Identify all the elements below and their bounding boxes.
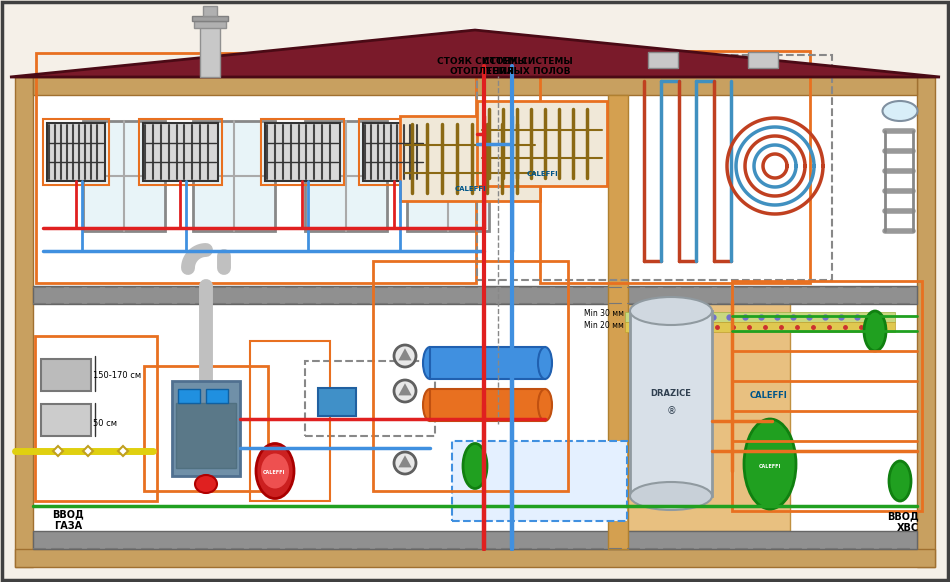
Bar [318,388,356,416]
Bar [305,361,435,436]
Bar [15,77,33,567]
Ellipse shape [463,443,487,488]
Bar [194,21,226,28]
Circle shape [394,345,416,367]
Bar [33,77,917,95]
Bar [540,51,810,283]
Polygon shape [398,384,411,395]
Bar [36,53,476,283]
Text: СТОЯК СИСТЕМЫ
ТЕПЛЫХ ПОЛОВ: СТОЯК СИСТЕМЫ ТЕПЛЫХ ПОЛОВ [484,56,573,76]
Text: ВВОД
ХВС: ВВОД ХВС [887,511,919,533]
Ellipse shape [538,389,552,421]
Polygon shape [33,28,917,77]
Bar [452,441,627,521]
Text: 150-170 см: 150-170 см [93,371,142,381]
Ellipse shape [864,311,886,351]
Bar [15,549,935,567]
Polygon shape [53,446,63,456]
Circle shape [394,380,416,402]
Bar [206,389,228,403]
Bar [407,121,489,231]
Bar [630,311,712,496]
Bar [192,16,228,21]
Bar [305,121,387,231]
Bar [917,77,935,567]
Bar [33,77,917,549]
Bar [83,121,165,231]
Polygon shape [10,30,940,77]
Ellipse shape [195,475,217,493]
Ellipse shape [883,101,918,121]
Polygon shape [398,455,411,467]
Bar [200,22,220,77]
Text: CALEFFI: CALEFFI [750,392,788,400]
Bar [144,366,268,491]
Bar [261,119,344,185]
Bar [265,123,340,181]
Bar [625,312,895,322]
Bar [748,52,778,68]
Bar [363,123,425,181]
Bar [176,403,236,468]
Bar [250,341,330,501]
Bar [620,289,790,531]
Bar [172,381,240,476]
Bar [43,119,109,185]
Bar [732,281,922,511]
Bar [178,389,200,403]
Text: ВВОД
ГАЗА: ВВОД ГАЗА [52,509,84,531]
Ellipse shape [538,347,552,379]
Polygon shape [83,446,93,456]
Ellipse shape [261,453,289,488]
Bar [625,322,895,332]
Text: CALEFFI: CALEFFI [454,186,485,192]
Polygon shape [118,446,128,456]
Polygon shape [398,348,411,360]
Bar [430,389,545,421]
Bar [203,6,217,16]
Bar [143,123,218,181]
Bar [41,359,91,391]
Bar [35,336,157,501]
Text: ®: ® [666,406,675,417]
Bar [33,286,917,304]
Bar [477,55,832,280]
Ellipse shape [630,482,712,510]
Text: DRAZICE: DRAZICE [651,389,692,398]
Bar [41,404,91,436]
Text: 50 см: 50 см [93,418,117,428]
Bar [477,101,607,186]
Ellipse shape [423,389,437,421]
Ellipse shape [889,461,911,501]
Bar [359,119,429,185]
Ellipse shape [423,347,437,379]
Text: Min 20 мм: Min 20 мм [584,321,624,329]
Bar [608,95,628,549]
Circle shape [394,452,416,474]
Ellipse shape [630,297,712,325]
Bar [648,52,678,68]
Ellipse shape [256,443,294,499]
Bar [139,119,222,185]
Bar [193,121,275,231]
Bar [430,347,545,379]
Ellipse shape [744,419,796,509]
Text: CALEFFI: CALEFFI [526,171,558,177]
Text: CALEFFI: CALEFFI [759,463,781,469]
Text: СТОЯК СИСТЕМЫ
ОТОПЛЕНИЯ: СТОЯК СИСТЕМЫ ОТОПЛЕНИЯ [437,56,527,76]
Text: Min 30 мм: Min 30 мм [584,310,624,318]
Bar [373,261,568,491]
Bar [47,123,105,181]
Bar [33,531,917,549]
Bar [400,116,540,201]
Text: CALEFFI: CALEFFI [263,470,285,475]
